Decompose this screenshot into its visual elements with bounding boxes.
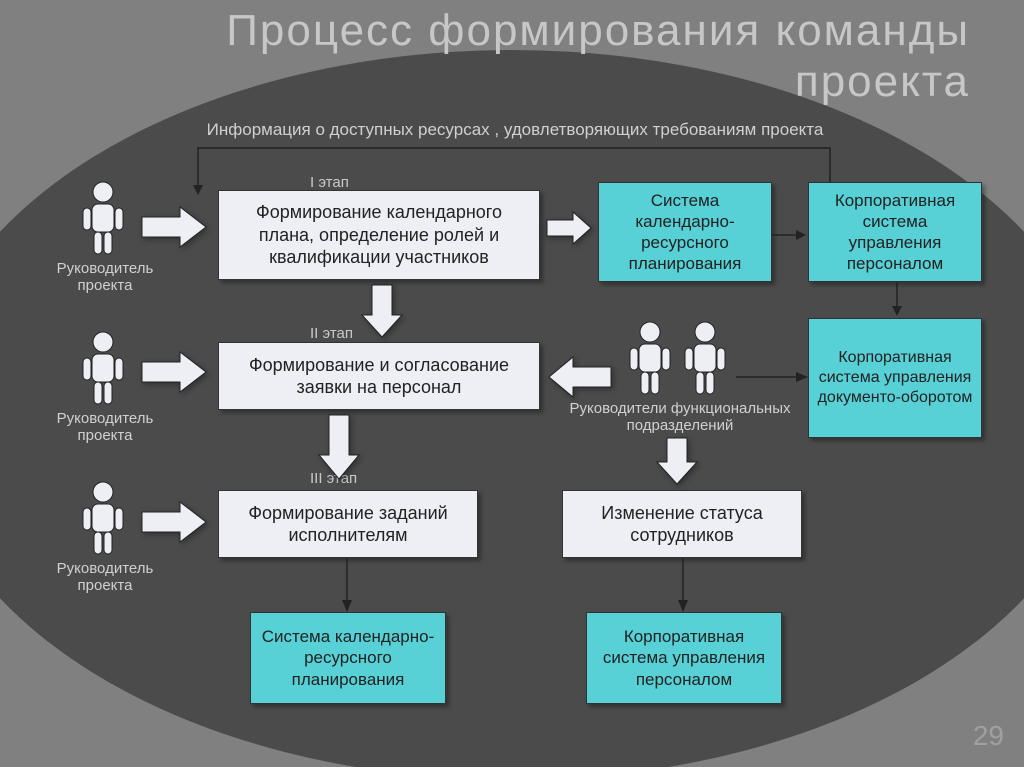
top-note: Информация о доступных ресурсах , удовле… (205, 120, 825, 140)
person-icon-pm-3 (78, 480, 128, 558)
arrow-d-3 (655, 436, 699, 488)
person-icon-func-1 (625, 320, 675, 398)
person-icon-pm-2 (78, 330, 128, 408)
arrow-r-plan-to-sys (545, 210, 595, 246)
thin-arrow-c1-c2 (772, 228, 808, 242)
stage-1-label: I этап (310, 174, 349, 191)
box-request: Формирование и согласование заявки на пе… (218, 342, 540, 410)
page-number: 29 (973, 720, 1004, 752)
page-title: Процесс формирования команды проекта (70, 6, 970, 107)
func-caption: Руководители функциональных подразделени… (560, 400, 800, 434)
stage-2-label: II этап (310, 325, 353, 342)
box-cal-sys-2: Система календарно-ресурсного планирован… (250, 612, 446, 704)
arrow-r-1 (140, 205, 210, 249)
person-icon-pm-1 (78, 180, 128, 258)
box-doc-sys: Корпоративная система управления докумен… (808, 318, 982, 438)
arrow-d-2 (317, 413, 361, 483)
box-plan: Формирование календарного плана, определ… (218, 190, 540, 280)
box-corp-hr-1: Корпоративная система управления персона… (808, 182, 982, 282)
arrow-r-3 (140, 500, 210, 544)
pm-caption-2: Руководитель проекта (45, 410, 165, 444)
thin-arrow-b3-c4 (340, 558, 354, 614)
box-cal-sys-1: Система календарно-ресурсного планирован… (598, 182, 772, 282)
thin-arrow-c2-c3 (890, 282, 904, 318)
box-tasks: Формирование заданий исполнителям (218, 490, 478, 558)
arrow-d-1 (360, 283, 404, 341)
box-corp-hr-2: Корпоративная система управления персона… (586, 612, 782, 704)
box-status: Изменение статуса сотрудников (562, 490, 802, 558)
arrow-r-2 (140, 350, 210, 394)
thin-arrow-b4-c5 (676, 558, 690, 614)
pm-caption-3: Руководитель проекта (45, 560, 165, 594)
slide: Процесс формирования команды проекта 29 … (0, 0, 1024, 767)
thin-arrow-func-to-doc (736, 370, 810, 384)
arrow-l-func (545, 355, 615, 399)
person-icon-func-2 (680, 320, 730, 398)
pm-caption-1: Руководитель проекта (45, 260, 165, 294)
